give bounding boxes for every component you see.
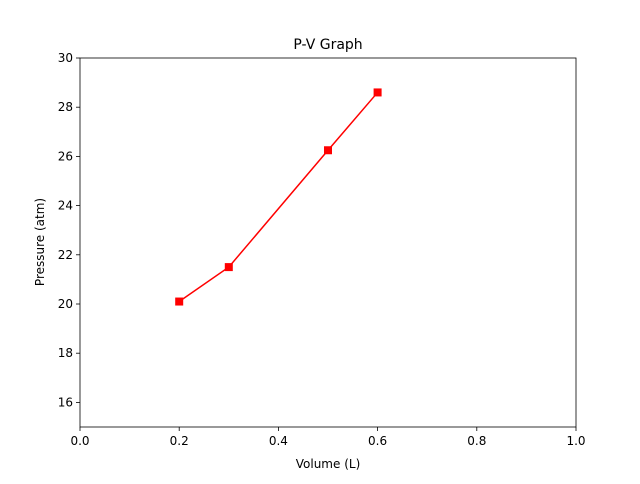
data-point-marker bbox=[373, 88, 382, 97]
axes-frame bbox=[79, 57, 577, 428]
y-tick-label: 20 bbox=[58, 297, 73, 311]
y-axis-label: Pressure (atm) bbox=[33, 198, 47, 286]
y-tick-label: 30 bbox=[58, 51, 73, 65]
x-axis-label: Volume (L) bbox=[296, 457, 361, 471]
x-tick-label: 0.2 bbox=[170, 434, 189, 448]
y-tick-label: 26 bbox=[58, 149, 73, 163]
series-line bbox=[178, 91, 379, 303]
y-tick-label: 16 bbox=[58, 395, 73, 409]
y-tick-label: 22 bbox=[58, 248, 73, 262]
x-tick-label: 0.8 bbox=[467, 434, 486, 448]
x-tick-label: 0.0 bbox=[70, 434, 89, 448]
data-point-marker bbox=[224, 263, 233, 272]
data-point-marker bbox=[175, 297, 184, 306]
x-tick-label: 0.6 bbox=[368, 434, 387, 448]
chart-title: P-V Graph bbox=[293, 37, 362, 53]
x-tick-label: 1.0 bbox=[566, 434, 585, 448]
y-tick-label: 18 bbox=[58, 346, 73, 360]
y-tick-label: 28 bbox=[58, 100, 73, 114]
plot-area: 0.0 0.2 0.4 0.6 0.8 1.0 16 18 20 22 24 26 28 30 bbox=[58, 51, 586, 448]
x-tick-label: 0.4 bbox=[269, 434, 288, 448]
y-tick-label: 24 bbox=[58, 199, 73, 213]
data-point-marker bbox=[324, 146, 332, 155]
